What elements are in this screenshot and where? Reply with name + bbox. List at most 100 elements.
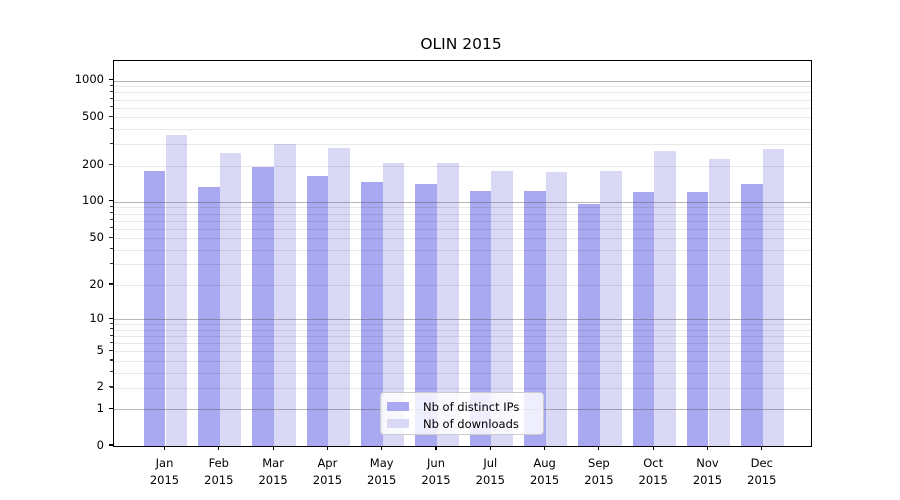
legend-swatch-distinct-ips: [387, 402, 409, 411]
y-minor-tick-9: [110, 322, 113, 324]
bar-nb-of-distinct-ips-aug-2015: [523, 191, 546, 446]
x-tick-oct-2015: [652, 446, 654, 451]
legend-row-downloads: Nb of downloads: [387, 415, 535, 432]
plot-area: [113, 60, 812, 447]
x-tick-nov-2015: [706, 446, 709, 451]
y-tick-label-2: 2: [96, 379, 104, 394]
bar-nb-of-downloads-feb-2015: [219, 153, 242, 446]
y-minor-tick-20: [110, 283, 113, 285]
x-tick-label-jan-2015: Jan 2015: [149, 456, 180, 487]
x-tick-label-jul-2015: Jul 2015: [475, 456, 505, 487]
y-minor-tick-200: [110, 164, 113, 166]
x-tick-label-aug-2015: Aug 2015: [529, 456, 560, 487]
gridline-minor-300: [114, 144, 811, 146]
gridline-minor-80: [114, 213, 811, 215]
bar-nb-of-downloads-jul-2015: [491, 170, 513, 446]
bar-nb-of-distinct-ips-nov-2015: [686, 191, 709, 446]
x-tick-mar-2015: [272, 446, 274, 451]
bar-nb-of-distinct-ips-feb-2015: [198, 187, 220, 446]
y-minor-tick-7: [110, 334, 113, 336]
y-tick-10: [108, 317, 113, 319]
bar-nb-of-downloads-apr-2015: [328, 148, 351, 446]
y-tick-label-20: 20: [89, 276, 104, 291]
x-tick-label-feb-2015: Feb 2015: [204, 456, 234, 487]
x-tick-label-sep-2015: Sep 2015: [584, 456, 614, 487]
x-tick-jan-2015: [163, 446, 166, 451]
gridline-minor-50: [114, 238, 811, 240]
gridline-minor-800: [114, 92, 811, 94]
bar-nb-of-distinct-ips-dec-2015: [741, 183, 763, 446]
x-tick-apr-2015: [326, 446, 328, 451]
y-minor-tick-40: [110, 248, 113, 250]
gridline-major-10: [114, 319, 811, 321]
bar-nb-of-downloads-sep-2015: [599, 171, 622, 446]
gridline-minor-900: [114, 86, 811, 88]
gridline-minor-400: [114, 129, 811, 130]
gridline-major-1000: [114, 80, 811, 82]
x-tick-label-mar-2015: Mar 2015: [258, 456, 288, 487]
x-tick-jun-2015: [435, 446, 437, 451]
gridline-major-100: [114, 201, 811, 203]
y-minor-tick-50: [110, 236, 113, 238]
gridline-minor-700: [114, 99, 811, 101]
gridline-minor-9: [114, 324, 811, 326]
bar-nb-of-downloads-jan-2015: [165, 135, 188, 446]
gridline-minor-7: [114, 336, 811, 337]
y-tick-label-500: 500: [82, 108, 104, 123]
y-minor-tick-3: [110, 371, 113, 373]
gridline-minor-8: [114, 329, 811, 331]
y-minor-tick-90: [110, 205, 113, 208]
y-minor-tick-600: [110, 106, 113, 108]
gridline-minor-500: [114, 117, 811, 119]
gridline-minor-600: [114, 107, 811, 109]
y-minor-tick-4: [110, 359, 113, 361]
y-minor-tick-900: [110, 84, 113, 86]
bar-nb-of-distinct-ips-oct-2015: [632, 191, 655, 446]
y-tick-label-10: 10: [89, 310, 104, 325]
y-minor-tick-30: [110, 262, 113, 265]
legend: Nb of distinct IPs Nb of downloads: [380, 392, 544, 435]
bar-nb-of-distinct-ips-may-2015: [361, 182, 383, 446]
x-tick-label-jun-2015: Jun 2015: [421, 456, 451, 487]
x-tick-feb-2015: [218, 446, 220, 451]
bar-nb-of-downloads-nov-2015: [708, 159, 731, 446]
y-minor-tick-500: [110, 115, 113, 117]
x-tick-label-dec-2015: Dec 2015: [747, 456, 777, 487]
y-minor-tick-60: [110, 227, 113, 229]
y-tick-label-1000: 1000: [74, 72, 104, 87]
legend-label-downloads: Nb of downloads: [423, 416, 519, 431]
gridline-minor-40: [114, 249, 811, 251]
legend-row-distinct-ips: Nb of distinct IPs: [387, 398, 535, 415]
gridline-minor-200: [114, 165, 811, 167]
x-tick-may-2015: [381, 446, 383, 451]
bar-nb-of-distinct-ips-sep-2015: [578, 204, 600, 446]
bar-nb-of-downloads-oct-2015: [654, 151, 676, 446]
x-tick-aug-2015: [544, 446, 546, 451]
bar-nb-of-distinct-ips-apr-2015: [306, 176, 329, 446]
x-tick-label-may-2015: May 2015: [367, 456, 397, 487]
chart-title: OLIN 2015: [420, 35, 502, 53]
gridline-minor-3: [114, 372, 811, 374]
gridline-minor-60: [114, 228, 811, 230]
y-minor-tick-400: [110, 127, 113, 129]
bar-nb-of-downloads-dec-2015: [762, 149, 785, 446]
gridline-minor-90: [114, 207, 811, 209]
y-minor-tick-8: [110, 328, 113, 330]
y-minor-tick-700: [110, 98, 113, 100]
y-tick-label-1: 1: [96, 400, 104, 415]
y-minor-tick-70: [110, 219, 113, 221]
gridline-minor-20: [114, 285, 811, 286]
y-tick-label-5: 5: [96, 342, 104, 357]
bar-nb-of-distinct-ips-jan-2015: [143, 170, 166, 446]
y-tick-100: [108, 200, 113, 202]
gridline-minor-6: [114, 343, 811, 345]
gridline-minor-5: [114, 351, 811, 353]
y-tick-1000: [108, 79, 113, 81]
bar-nb-of-downloads-mar-2015: [274, 144, 296, 446]
bar-nb-of-distinct-ips-mar-2015: [252, 166, 275, 446]
legend-label-distinct-ips: Nb of distinct IPs: [423, 399, 520, 414]
x-tick-dec-2015: [761, 446, 763, 451]
y-tick-label-50: 50: [89, 229, 104, 244]
y-tick-label-200: 200: [82, 157, 104, 171]
